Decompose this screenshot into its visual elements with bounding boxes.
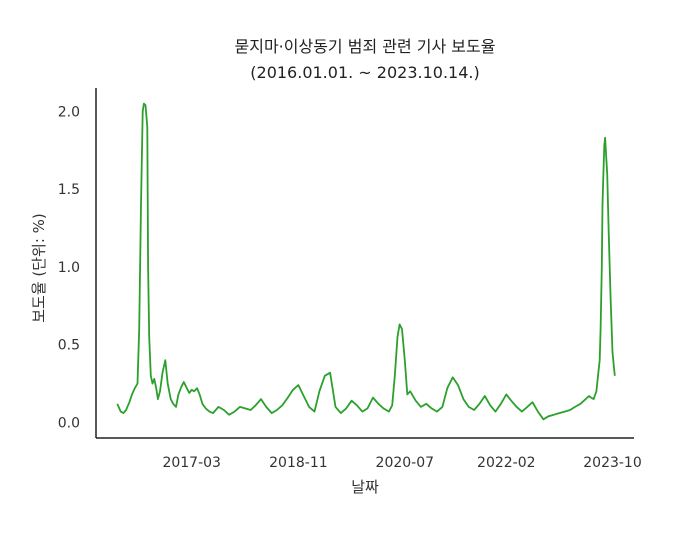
x-tick-label: 2023-10 bbox=[583, 455, 642, 471]
y-axis-label: 보도율 (단위: %) bbox=[30, 213, 48, 323]
y-tick-label: 0.5 bbox=[58, 338, 80, 354]
x-axis-label: 날짜 bbox=[351, 478, 379, 496]
y-tick-label: 1.5 bbox=[58, 182, 80, 198]
chart-title: 묻지마·이상동기 범죄 관련 기사 보도율 bbox=[235, 37, 496, 56]
plot-area bbox=[116, 102, 616, 421]
series-line-0 bbox=[116, 102, 616, 421]
chart-subtitle: (2016.01.01. ~ 2023.10.14.) bbox=[250, 63, 479, 82]
x-tick-labels: 2017-03 2018-11 2020-07 2022-02 2023-10 bbox=[162, 455, 641, 471]
y-tick-labels: 0.0 0.5 1.0 1.5 2.0 bbox=[58, 104, 80, 431]
y-tick-label: 1.0 bbox=[58, 260, 80, 276]
x-tick-label: 2020-07 bbox=[376, 455, 435, 471]
x-tick-label: 2018-11 bbox=[269, 455, 328, 471]
x-tick-label: 2022-02 bbox=[477, 455, 536, 471]
y-tick-label: 0.0 bbox=[58, 415, 80, 431]
x-tick-label: 2017-03 bbox=[162, 455, 221, 471]
y-tick-label: 2.0 bbox=[58, 104, 80, 120]
